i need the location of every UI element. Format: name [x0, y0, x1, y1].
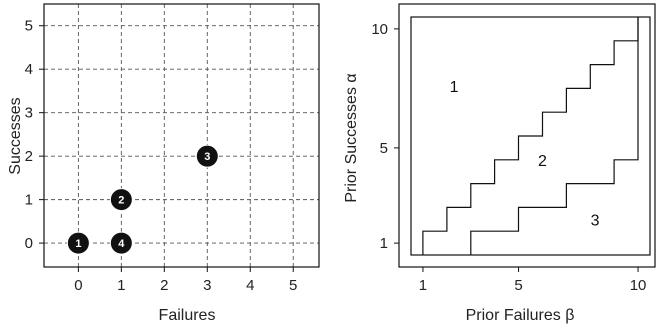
right-y-tick-label: 5 — [380, 140, 388, 157]
left-x-axis-label: Failures — [159, 307, 216, 324]
step-boundary-1 — [422, 17, 639, 255]
right-x-ticks: 1 5 10 — [419, 267, 647, 294]
region-label-1: 1 — [450, 79, 459, 96]
scatter-point-label: 2 — [118, 195, 124, 207]
left-x-tick-label: 3 — [203, 277, 211, 294]
left-y-tick-label: 1 — [25, 192, 33, 209]
left-plot-frame — [43, 3, 320, 268]
right-x-axis-label: Prior Failures β — [466, 307, 575, 324]
region-label-2: 2 — [538, 153, 547, 170]
scatter-point-label: 1 — [75, 238, 81, 250]
left-y-tick-label: 3 — [25, 105, 33, 122]
left-x-tick-label: 0 — [74, 277, 82, 294]
right-x-tick-label: 5 — [514, 277, 522, 294]
right-plot-frame — [398, 3, 656, 268]
left-points: 1 2 3 4 — [66, 144, 219, 255]
right-y-axis-label: Prior Successes α — [343, 73, 360, 202]
right-y-tick-label: 1 — [380, 235, 388, 252]
left-y-tick-label: 0 — [25, 235, 33, 252]
scatter-point-4 — [109, 231, 133, 255]
left-grid — [44, 4, 319, 267]
region-label-3: 3 — [591, 212, 600, 229]
scatter-point-1 — [66, 231, 90, 255]
left-scatter-panel: 0 1 2 3 4 5 0 1 2 3 4 5 1 2 3 4 Failures Successes — [7, 3, 320, 324]
right-x-tick-label: 10 — [630, 277, 647, 294]
left-x-tick-label: 1 — [117, 277, 125, 294]
left-x-tick-label: 2 — [160, 277, 168, 294]
left-y-tick-label: 2 — [25, 148, 33, 165]
scatter-point-2 — [109, 188, 133, 212]
left-y-tick-label: 5 — [25, 18, 33, 35]
scatter-point-label: 3 — [204, 151, 210, 163]
left-y-tick-label: 4 — [25, 61, 33, 78]
left-y-axis-label: Successes — [7, 97, 24, 174]
right-region-labels: 1 2 3 — [450, 79, 600, 229]
left-x-tick-label: 4 — [246, 277, 254, 294]
right-y-tick-label: 10 — [371, 21, 388, 38]
right-inner-frame — [410, 16, 651, 256]
scatter-point-label: 4 — [118, 238, 125, 250]
left-y-ticks: 0 1 2 3 4 5 — [25, 18, 44, 252]
left-x-tick-label: 5 — [289, 277, 297, 294]
left-x-ticks: 0 1 2 3 4 5 — [74, 267, 297, 294]
right-step-lines — [422, 17, 639, 255]
step-boundary-2 — [470, 17, 639, 255]
scatter-point-3 — [195, 144, 219, 168]
right-x-tick-label: 1 — [419, 277, 427, 294]
